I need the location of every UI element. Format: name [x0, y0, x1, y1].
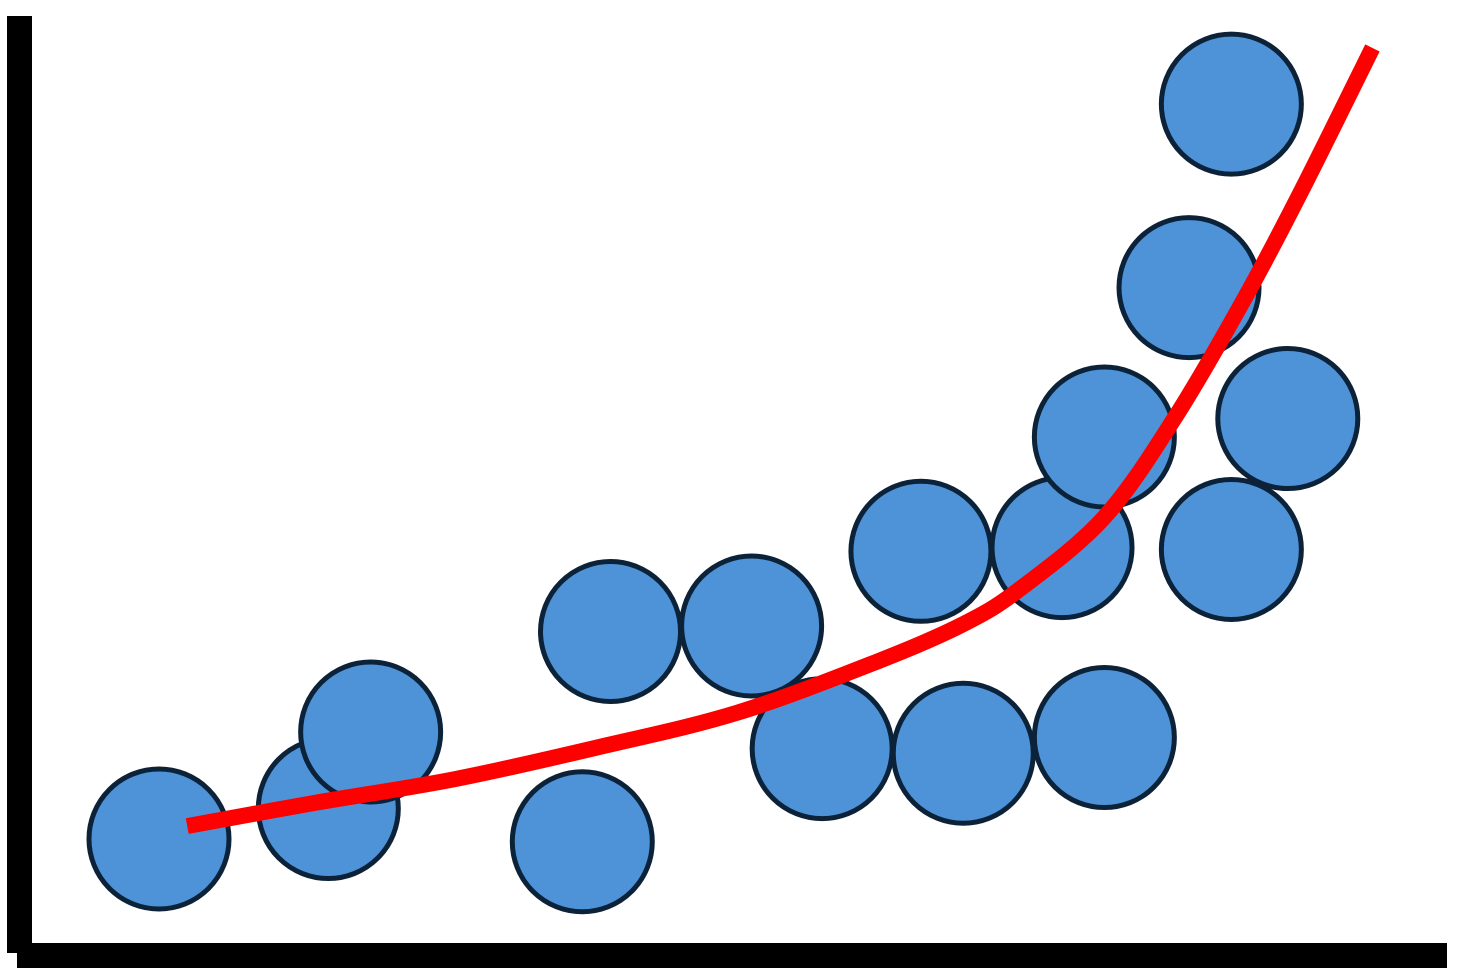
data-point: [679, 553, 825, 699]
y-axis-line: [7, 16, 32, 953]
axes: [7, 16, 1447, 968]
data-point: [1215, 346, 1361, 492]
data-point: [1031, 665, 1177, 811]
data-point: [509, 769, 655, 915]
data-point: [1158, 31, 1304, 177]
data-point: [848, 478, 994, 624]
trend-line-group: [185, 44, 1380, 834]
data-point: [1158, 476, 1304, 622]
data-point: [1116, 215, 1262, 361]
data-point: [298, 659, 444, 805]
data-point: [890, 680, 1036, 826]
scatter-points: [86, 31, 1361, 915]
data-point: [86, 766, 232, 912]
data-point: [538, 559, 684, 705]
x-axis-line: [17, 943, 1447, 968]
trend-line: [185, 44, 1380, 834]
